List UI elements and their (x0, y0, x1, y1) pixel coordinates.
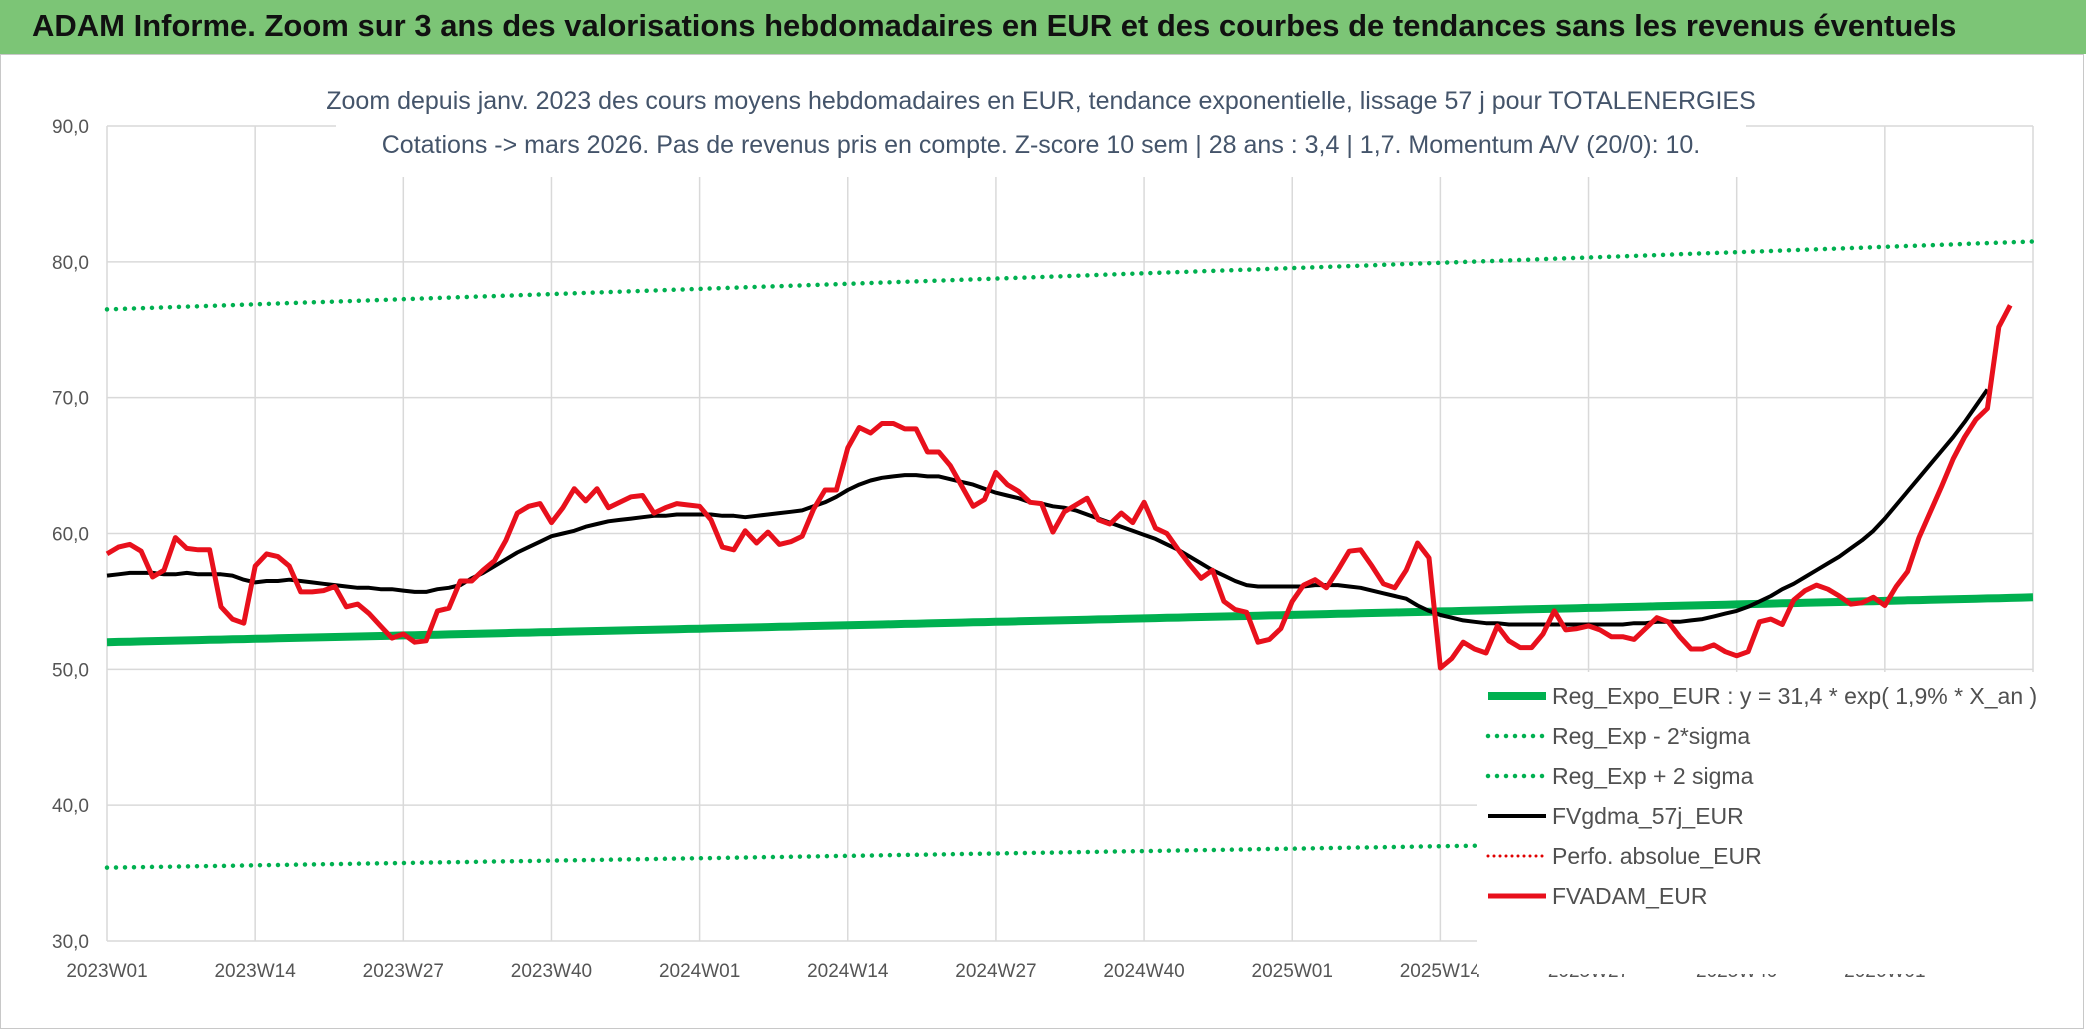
x-tick-label: 2024W14 (807, 961, 889, 982)
vertical-gridlines (106, 126, 2034, 941)
y-tick-label: 40,0 (52, 796, 89, 817)
x-tick-label: 2024W27 (955, 961, 1036, 982)
x-tick-label: 2023W14 (214, 961, 296, 982)
x-tick-label: 2025W14 (1400, 961, 1482, 982)
y-tick-label: 50,0 (52, 660, 89, 681)
chart-frame: 30,0 40,0 50,0 60,0 70,0 80,0 90,0 2023W01 2023… (0, 54, 2084, 1029)
report-title: ADAM Informe. Zoom sur 3 ans des valoris… (32, 8, 1957, 43)
legend-label: FVADAM_EUR (1552, 883, 1708, 909)
y-tick-label: 90,0 (52, 117, 89, 138)
legend-label: FVgdma_57j_EUR (1552, 803, 1744, 829)
y-tick-label: 70,0 (52, 389, 89, 410)
y-tick-label: 30,0 (52, 932, 89, 953)
x-tick-label: 2023W01 (66, 961, 147, 982)
series-reg-exp-minus-2sigma (104, 834, 2036, 870)
report-banner: ADAM Informe. Zoom sur 3 ans des valoris… (0, 0, 2086, 54)
legend-label: Reg_Expo_EUR : y = 31,4 * exp( 1,9% * X_… (1552, 683, 2037, 709)
x-tick-label: 2024W01 (659, 961, 740, 982)
chart-subtitle: Cotations -> mars 2026. Pas de revenus p… (382, 131, 1700, 159)
y-tick-label: 60,0 (52, 525, 89, 546)
legend-label: Perfo. absolue_EUR (1552, 843, 1762, 869)
series-reg-exp-plus-2sigma (104, 239, 2036, 312)
series-fvadam (105, 304, 2013, 671)
legend-label: Reg_Exp - 2*sigma (1552, 723, 1750, 749)
x-tick-label: 2023W40 (511, 961, 592, 982)
chart-svg: 30,0 40,0 50,0 60,0 70,0 80,0 90,0 2023W01 2023… (52, 81, 2037, 982)
x-tick-label: 2025W01 (1252, 961, 1333, 982)
legend-label: Reg_Exp + 2 sigma (1552, 763, 1754, 789)
y-axis-ticks: 30,0 40,0 50,0 60,0 70,0 80,0 90,0 (52, 117, 89, 953)
series-fvgdma-57j (106, 388, 1990, 627)
x-tick-label: 2024W40 (1103, 961, 1184, 982)
chart-legend: Reg_Expo_EUR : y = 31,4 * exp( 1,9% * X_… (1477, 672, 2037, 974)
chart-title-background (336, 81, 1746, 177)
chart-title: Zoom depuis janv. 2023 des cours moyens … (326, 87, 1756, 115)
series-layer (104, 239, 2036, 870)
legend-background (1477, 672, 2037, 974)
y-tick-label: 80,0 (52, 253, 89, 274)
x-tick-label: 2023W27 (363, 961, 444, 982)
